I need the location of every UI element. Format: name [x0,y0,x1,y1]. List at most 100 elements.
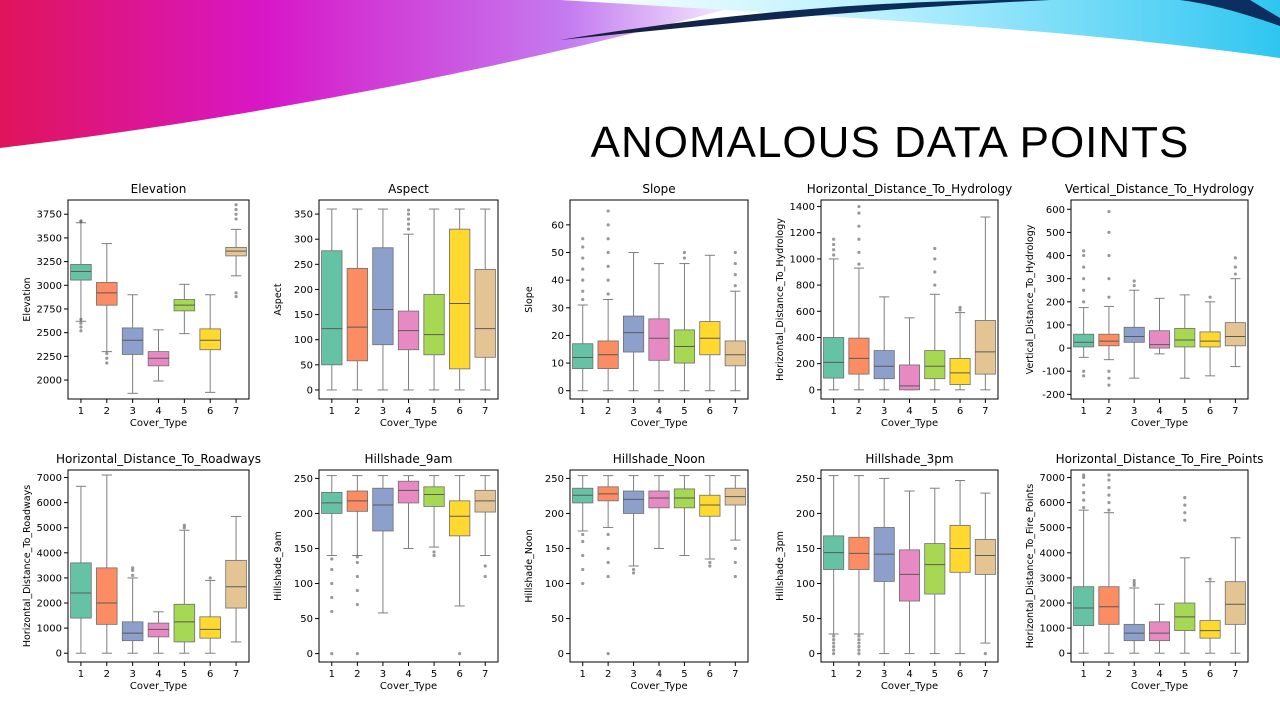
outlier-point [733,560,737,565]
chart-title: Vertical_Distance_To_Hydrology [1065,182,1254,196]
outlier-point [1208,577,1212,581]
outlier-point [933,283,937,287]
outlier-point [79,321,83,325]
x-axis-label: Cover_Type [1131,418,1188,429]
x-tick-label: 3 [881,406,887,417]
outlier-point [733,574,737,579]
outlier-point [330,609,334,614]
x-tick-label: 6 [707,669,713,680]
x-tick-label: 4 [656,406,662,417]
x-tick-label: 6 [957,406,963,417]
outlier-point [832,253,836,257]
outlier-point [208,576,212,580]
x-tick-label: 2 [354,406,360,417]
outlier-point [832,248,836,252]
outlier-point [857,250,861,254]
outlier-point [958,308,962,312]
outlier-point [355,560,359,565]
y-tick-label: 7000 [1040,473,1065,484]
outlier-point [330,651,334,656]
x-tick-label: 5 [431,669,437,680]
chart-title: Horizontal_Distance_To_Fire_Points [1056,452,1264,466]
y-tick-label: 0 [558,649,564,660]
y-axis-label: Hillshade_Noon [524,529,535,602]
y-tick-label: 2000 [37,599,62,610]
x-tick-label: 3 [1131,406,1137,417]
y-axis-label: Horizontal_Distance_To_Hydrology [775,218,786,381]
y-tick-label: 2000 [37,376,62,387]
box-1 [1073,333,1095,348]
chart-3: Slope 0 10 20 30 40 50 60 1 2 3 4 5 6 7 Cover_Type Slope [524,182,749,429]
y-tick-label: 600 [1046,205,1065,216]
outlier-point [105,356,109,360]
chart-2: Aspect 0 50 100 150 200 250 300 350 1 2 3 4 5 6 7 Cover_… [273,182,499,429]
decorative-banner [0,0,1280,148]
box-7 [974,320,996,375]
outlier-point [832,242,836,247]
outlier-point [857,637,861,642]
box-4 [898,364,921,391]
outlier-point [406,217,411,221]
y-axis-label: Hillshade_9am [273,531,284,601]
y-tick-label: 1400 [790,202,815,213]
x-tick-label: 4 [155,406,161,417]
x-tick-label: 1 [329,406,335,417]
outlier-point [733,284,737,288]
box-3 [873,350,895,380]
outlier-point [105,361,109,365]
chart-4: Horizontal_Distance_To_Hydrology 0 200 400 6… [775,182,1012,429]
outlier-point [1107,508,1111,512]
box-2 [1098,333,1120,347]
box-2 [1098,586,1120,625]
y-tick-label: 2750 [37,304,62,315]
x-tick-label: 1 [1080,669,1086,680]
outlier-point [581,532,585,537]
chart-7: Hillshade_9am 0 50 100 150 200 250 1 2 3 4 5 6 7 Cover… [273,452,499,692]
box-6 [449,228,471,370]
x-tick-label: 1 [580,406,586,417]
outlier-point [406,212,411,216]
y-tick-label: 1000 [790,254,815,265]
y-tick-label: 100 [796,579,815,590]
outlier-point [1082,249,1086,253]
box-6 [699,494,721,517]
outlier-point [1107,485,1111,490]
y-axis-label: Hillshade_3pm [775,531,786,601]
box-7 [474,268,496,358]
box-3 [1123,623,1145,642]
outlier-point [1082,288,1086,292]
outlier-point [1183,511,1187,515]
y-tick-label: 0 [1059,649,1065,660]
y-tick-label: 400 [1046,251,1065,262]
y-tick-label: 150 [796,544,815,555]
box-3 [372,247,394,346]
outlier-point [606,264,610,268]
box-5 [173,603,196,643]
x-tick-label: 2 [856,669,862,680]
x-tick-label: 6 [1207,669,1213,680]
outlier-point [933,270,937,274]
outlier-point [606,546,610,551]
y-tick-label: 400 [796,333,815,344]
outlier-point [432,553,436,558]
outlier-point [79,317,83,321]
outlier-point [1233,256,1237,260]
x-axis-label: Cover_Type [1131,681,1188,692]
y-tick-label: 4000 [1040,548,1065,559]
y-tick-label: 7000 [37,473,62,484]
y-tick-label: 100 [294,335,313,346]
y-tick-label: 0 [809,385,815,396]
box-7 [974,538,996,575]
box-3 [121,621,144,642]
x-tick-label: 4 [405,669,411,680]
chart-8: Hillshade_Noon 0 50 100 150 200 250 1 2 3 4 5 6 7 Cove… [524,452,749,692]
outlier-point [733,546,737,551]
y-tick-label: 0 [558,386,564,397]
outlier-point [1082,473,1086,477]
y-tick-label: 100 [294,579,313,590]
outlier-point [432,550,436,554]
x-axis-label: Cover_Type [881,418,938,429]
outlier-point [631,571,636,575]
outlier-point [1132,583,1136,588]
x-tick-label: 7 [1232,406,1238,417]
